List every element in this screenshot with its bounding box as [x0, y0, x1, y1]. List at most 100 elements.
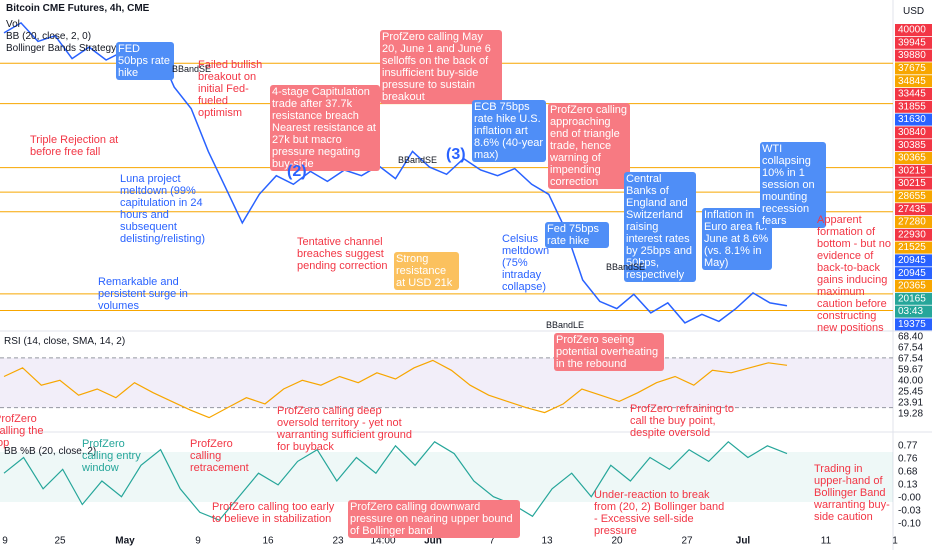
price-tag: 30365: [898, 153, 926, 164]
price-tag: 19375: [898, 319, 926, 330]
x-tick-label: 16: [262, 536, 274, 547]
annotation: WTI collapsing 10% in 1 session on mount…: [760, 142, 826, 228]
price-tag-bg: [895, 36, 932, 49]
x-tick-label: Jul: [736, 536, 751, 547]
annotation: Apparent formation of bottom - but no ev…: [817, 214, 891, 334]
axis-label: -0.10: [898, 519, 921, 530]
x-tick-label: May: [115, 536, 135, 547]
annotation: FED 50bps rate hike: [116, 42, 174, 80]
annotation: Luna project meltdown (99% capitulation …: [120, 173, 205, 245]
annotation: (2): [287, 163, 307, 180]
price-tag: 28655: [898, 191, 926, 202]
annotation: BBandSE: [606, 262, 646, 272]
axis-label: 23.91: [898, 398, 923, 409]
axis-label: -0.03: [898, 506, 921, 517]
x-tick-label: 7: [489, 536, 495, 547]
price-tag: 30215: [898, 178, 926, 189]
price-tag: 30215: [898, 165, 926, 176]
rsi-band-bg: [0, 333, 893, 430]
x-tick-label: 1: [892, 536, 898, 547]
price-tag: 30840: [898, 127, 926, 138]
pane-title: BB %B (20, close, 2): [4, 446, 97, 457]
axis-label: 25.45: [898, 387, 923, 398]
price-tag-bg: [895, 305, 932, 318]
indicator: BB (20, close, 2, 0): [6, 31, 92, 42]
price-tag-bg: [895, 318, 932, 331]
price-tag: 34845: [898, 76, 926, 87]
price-tag: 27280: [898, 217, 926, 228]
price-tag: 20365: [898, 281, 926, 292]
price-tag: 03:43: [898, 306, 923, 317]
price-tag-bg: [895, 203, 932, 216]
price-tag: 31630: [898, 114, 926, 125]
price-tag-bg: [895, 139, 932, 152]
axis-label: 59.67: [898, 365, 923, 376]
axis-label: 68.40: [898, 332, 923, 343]
pane-title: RSI (14, close, SMA, 14, 2): [4, 336, 126, 347]
axis-label: 0.68: [898, 467, 918, 478]
annotation: Trading in upper-hand of Bollinger Band …: [814, 463, 890, 523]
axis-label: 19.28: [898, 409, 923, 420]
x-tick-label: 14:00: [370, 536, 395, 547]
annotation: Under-reaction to break from (20, 2) Bol…: [594, 489, 725, 537]
annotation: ProfZero calling retracement: [190, 438, 249, 474]
annotation: Triple Rejection at before free fall: [30, 134, 119, 158]
chart-title: Bitcoin CME Futures, 4h, CME: [6, 3, 150, 14]
x-tick-label: 25: [54, 536, 66, 547]
x-tick-label: 13: [541, 536, 553, 547]
x-tick-label: 9: [195, 536, 201, 547]
price-tag-bg: [895, 24, 932, 36]
annotation: ProfZero refraining to call the buy poin…: [630, 403, 734, 439]
price-tag: 40000: [898, 25, 926, 36]
price-tag-bg: [895, 228, 932, 241]
series-line: [3, 440, 788, 521]
axis-label: 0.13: [898, 480, 918, 491]
annotation: ProfZero calling downward pressure on ne…: [348, 500, 520, 538]
series-line: [3, 359, 788, 419]
annotation: Central Banks of England and Switzerland…: [624, 172, 696, 282]
x-tick-label: 27: [681, 536, 693, 547]
price-tag: 39945: [898, 37, 926, 48]
annotation: Remarkable and persistent surge in volum…: [98, 276, 188, 312]
price-tag-bg: [895, 164, 932, 177]
price-tag-bg: [895, 49, 932, 62]
price-tag-bg: [895, 280, 932, 292]
price-tag-bg: [895, 190, 932, 203]
annotation: BBandSE: [398, 155, 438, 165]
x-tick-label: Jun: [424, 536, 442, 547]
annotation: Strong resistance at USD 21k: [394, 252, 459, 290]
price-tag: 37675: [898, 63, 926, 74]
price-tag-bg: [895, 126, 932, 139]
axis-label: 67.54: [898, 343, 923, 354]
annotation: Fed 75bps rate hike: [545, 222, 609, 248]
indicator: Vol: [6, 19, 20, 30]
price-tag-bg: [895, 113, 932, 126]
annotation: ProfZero calling May 20, June 1 and June…: [380, 30, 502, 104]
price-tag-bg: [895, 241, 932, 254]
axis-label: 0.77: [898, 441, 918, 452]
axis-label: 67.54: [898, 354, 923, 365]
x-tick-label: 11: [821, 536, 832, 547]
annotation: Inflation in Euro area for June at 8.6% …: [702, 208, 772, 270]
annotation: ECB 75bps rate hike U.S. inflation art 8…: [472, 100, 546, 162]
price-tag: 31855: [898, 101, 926, 112]
axis-label: -0.00: [898, 493, 921, 504]
axis-label: 40.00: [898, 376, 923, 387]
annotation: Failed bullish breakout on initial Fed-f…: [198, 59, 263, 119]
price-tag-bg: [895, 292, 932, 305]
price-tag: 27435: [898, 204, 926, 215]
price-tag-bg: [895, 100, 932, 113]
price-tag: 39880: [898, 50, 926, 61]
annotation: 4-stage Capitulation trade after 37.7k r…: [270, 85, 380, 171]
annotation: ProfZero calling entry window: [82, 438, 141, 474]
price-tag-bg: [895, 216, 932, 228]
price-tag-bg: [895, 88, 932, 100]
annotation: (3): [446, 146, 466, 163]
x-tick-label: 23: [332, 536, 344, 547]
price-tag-bg: [895, 177, 932, 190]
x-tick-label: 9: [2, 536, 8, 547]
bb-band: [0, 452, 893, 502]
price-tag-bg: [895, 267, 932, 280]
price-tag: 20945: [898, 255, 926, 266]
